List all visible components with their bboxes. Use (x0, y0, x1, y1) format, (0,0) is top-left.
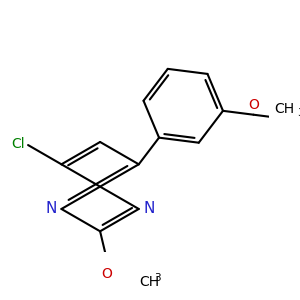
Text: N: N (45, 201, 57, 216)
Text: O: O (102, 267, 112, 281)
Text: CH: CH (274, 101, 294, 116)
Text: O: O (248, 98, 259, 112)
Text: 3: 3 (154, 273, 161, 283)
Text: 3: 3 (297, 108, 300, 118)
Text: CH: CH (140, 275, 160, 289)
Text: Cl: Cl (11, 137, 25, 151)
Text: N: N (143, 201, 155, 216)
